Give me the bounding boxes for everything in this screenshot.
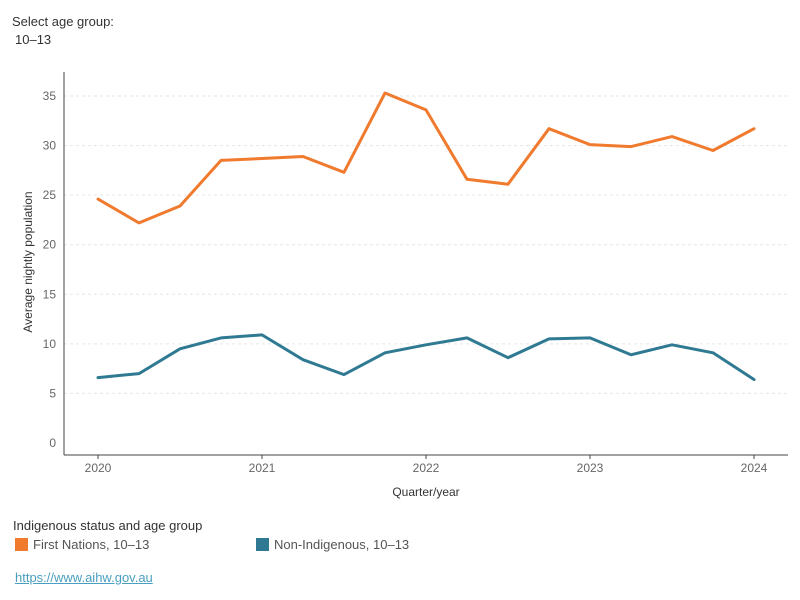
series-line-non-indigenous[interactable] bbox=[96, 333, 756, 381]
y-axis-title: Average nightly population bbox=[21, 191, 35, 332]
x-tick-label: 2024 bbox=[741, 461, 768, 475]
legend-item-first-nations[interactable]: First Nations, 10–13 bbox=[15, 537, 149, 552]
y-tick-label: 20 bbox=[43, 238, 57, 252]
y-axis-ticks: 0 5 10 15 20 25 30 35 bbox=[43, 89, 57, 450]
y-tick-label: 35 bbox=[43, 89, 57, 103]
y-tick-label: 15 bbox=[43, 287, 57, 301]
x-axis-ticks: 2020 2021 2022 2023 2024 bbox=[85, 455, 768, 475]
line-chart: 0 5 10 15 20 25 30 35 2020 2021 2022 2023 2024 Quar… bbox=[21, 72, 788, 499]
x-axis-title: Quarter/year bbox=[392, 485, 459, 499]
x-tick-label: 2020 bbox=[85, 461, 112, 475]
legend-swatch-first-nations bbox=[15, 538, 28, 551]
x-tick-label: 2021 bbox=[249, 461, 276, 475]
y-tick-label: 0 bbox=[49, 436, 56, 450]
x-tick-label: 2023 bbox=[577, 461, 604, 475]
legend-label-non-indigenous: Non-Indigenous, 10–13 bbox=[274, 537, 410, 552]
age-group-filter-label: Select age group: bbox=[12, 14, 114, 29]
series-line-first-nations[interactable] bbox=[96, 91, 756, 225]
legend-title: Indigenous status and age group bbox=[13, 518, 203, 533]
x-tick-label: 2022 bbox=[413, 461, 440, 475]
y-tick-label: 5 bbox=[49, 386, 56, 400]
y-tick-label: 25 bbox=[43, 188, 57, 202]
y-tick-label: 10 bbox=[43, 337, 57, 351]
y-tick-label: 30 bbox=[43, 139, 57, 153]
chart-series bbox=[96, 91, 756, 381]
legend-label-first-nations: First Nations, 10–13 bbox=[33, 537, 150, 552]
legend-item-non-indigenous[interactable]: Non-Indigenous, 10–13 bbox=[256, 537, 409, 552]
age-group-filter-value[interactable]: 10–13 bbox=[15, 32, 52, 47]
source-link[interactable]: https://www.aihw.gov.au bbox=[15, 570, 153, 585]
legend-swatch-non-indigenous bbox=[256, 538, 269, 551]
